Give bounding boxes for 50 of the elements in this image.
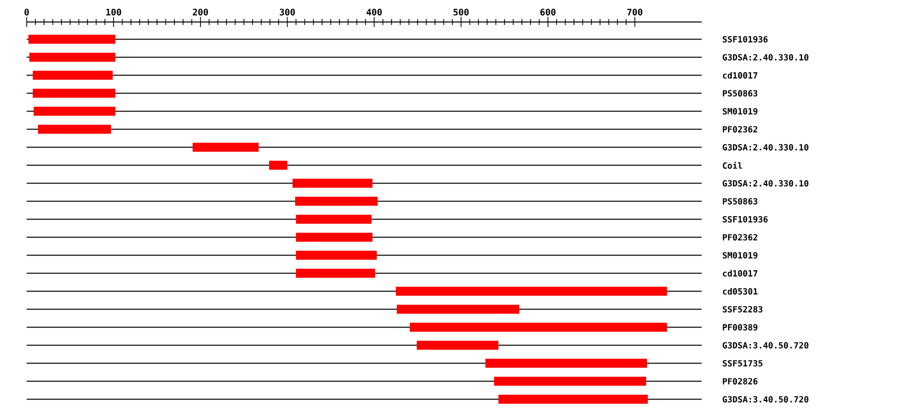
bar bbox=[192, 142, 259, 152]
x-tick-label: 300 bbox=[280, 8, 295, 16]
y-tick-label: PS50863 bbox=[722, 198, 758, 204]
y-tick-label: G3DSA:2.40.330.10 bbox=[722, 180, 808, 186]
bar bbox=[296, 232, 372, 242]
y-tick-label: G3DSA:2.40.330.10 bbox=[722, 144, 808, 150]
y-tick-label: cd10017 bbox=[722, 72, 758, 79]
x-tick-label: 400 bbox=[366, 8, 382, 16]
x-tick-label: 200 bbox=[192, 8, 208, 16]
bar bbox=[416, 340, 498, 350]
y-tick-label: SSF101936 bbox=[722, 216, 768, 223]
bar bbox=[32, 88, 116, 98]
x-tick-label: 600 bbox=[540, 8, 556, 16]
bar bbox=[292, 178, 372, 188]
y-tick-label: SSF51735 bbox=[722, 360, 762, 366]
x-tick-label: 0 bbox=[24, 8, 29, 16]
bar bbox=[296, 214, 372, 224]
bar bbox=[296, 268, 376, 278]
x-tick-label: 100 bbox=[106, 8, 122, 16]
x-tick-label: 700 bbox=[627, 8, 642, 16]
bar bbox=[269, 160, 288, 170]
bar bbox=[498, 394, 648, 404]
bar bbox=[34, 106, 116, 116]
bar bbox=[28, 34, 116, 44]
y-tick-label: PF02826 bbox=[722, 378, 758, 384]
bar bbox=[396, 304, 520, 314]
y-tick-label: Coil bbox=[722, 162, 742, 169]
y-tick-label: G3DSA:3.40.50.720 bbox=[722, 342, 808, 348]
bar bbox=[296, 250, 377, 260]
bar bbox=[32, 70, 113, 80]
y-tick-label: G3DSA:2.40.330.10 bbox=[722, 54, 808, 60]
bar bbox=[494, 376, 646, 386]
y-tick-label: SM01019 bbox=[722, 108, 758, 115]
y-tick-label: cd10017 bbox=[722, 270, 758, 277]
bar bbox=[295, 196, 378, 206]
y-tick-label: PF02362 bbox=[722, 126, 758, 132]
y-tick-label: SSF52283 bbox=[722, 306, 762, 312]
y-tick-label: PF02362 bbox=[722, 234, 758, 240]
bar bbox=[410, 322, 667, 332]
bar bbox=[396, 286, 667, 296]
y-tick-label: PS50863 bbox=[722, 90, 758, 96]
y-tick-label: SSF101936 bbox=[722, 36, 768, 43]
bar bbox=[485, 358, 647, 368]
bar bbox=[29, 52, 116, 62]
y-tick-label: G3DSA:3.40.50.720 bbox=[722, 396, 808, 402]
y-tick-label: PF00389 bbox=[722, 324, 758, 331]
y-tick-label: cd05301 bbox=[722, 288, 758, 295]
bar bbox=[38, 124, 111, 134]
x-tick-label: 500 bbox=[454, 8, 469, 16]
y-tick-label: SM01019 bbox=[722, 252, 758, 259]
